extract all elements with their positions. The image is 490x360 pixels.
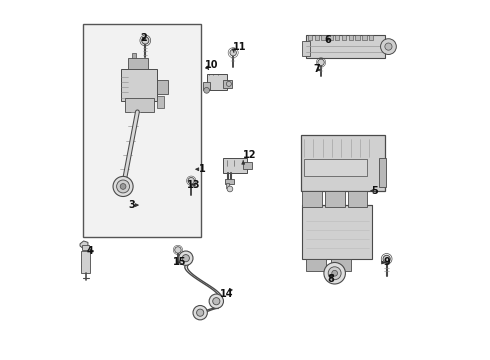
Circle shape (182, 255, 190, 262)
Bar (362, 35, 367, 40)
Circle shape (226, 81, 231, 86)
Circle shape (196, 309, 204, 316)
Circle shape (204, 87, 210, 93)
Text: 12: 12 (243, 150, 257, 160)
Bar (325, 191, 344, 207)
Bar (132, 53, 136, 58)
Polygon shape (80, 241, 88, 249)
Text: 4: 4 (87, 246, 93, 256)
Bar (300, 135, 385, 191)
Circle shape (381, 39, 396, 54)
Circle shape (213, 298, 220, 305)
Circle shape (318, 59, 324, 66)
Bar (306, 259, 326, 271)
Text: 1: 1 (199, 164, 205, 174)
Bar (128, 58, 148, 69)
Bar (302, 205, 372, 259)
Circle shape (385, 43, 392, 50)
Circle shape (193, 306, 207, 320)
Bar (347, 191, 368, 207)
Bar (342, 35, 346, 40)
Text: 11: 11 (233, 42, 246, 52)
Circle shape (113, 176, 133, 197)
Bar (369, 35, 373, 40)
Bar (302, 191, 322, 207)
Text: 8: 8 (327, 274, 334, 284)
Circle shape (188, 177, 195, 184)
Bar (304, 159, 367, 176)
Circle shape (179, 251, 193, 265)
Bar (331, 259, 351, 271)
Circle shape (209, 294, 223, 309)
Bar (223, 158, 247, 173)
Text: 2: 2 (140, 33, 147, 43)
Bar (157, 80, 168, 94)
Bar (81, 251, 90, 273)
Circle shape (117, 180, 129, 193)
Circle shape (227, 186, 233, 192)
Bar (306, 35, 385, 58)
Circle shape (332, 270, 338, 276)
Circle shape (120, 184, 126, 189)
Bar (82, 244, 89, 250)
Bar (302, 41, 310, 56)
Text: 3: 3 (128, 200, 135, 210)
Text: 5: 5 (371, 186, 378, 196)
Circle shape (175, 247, 181, 253)
Bar (335, 35, 339, 40)
Bar (203, 82, 210, 90)
Bar (379, 158, 386, 187)
Text: 6: 6 (324, 35, 331, 45)
Bar (328, 35, 333, 40)
Bar (122, 69, 157, 101)
Text: 9: 9 (384, 257, 390, 267)
Bar (207, 74, 227, 90)
Bar (157, 96, 164, 108)
Bar (225, 179, 234, 184)
Bar (308, 35, 312, 40)
Bar (83, 24, 201, 237)
Circle shape (230, 49, 236, 56)
Circle shape (324, 262, 345, 284)
Bar (349, 197, 356, 206)
Bar (310, 197, 317, 206)
Bar (349, 35, 353, 40)
Text: 7: 7 (314, 64, 320, 74)
Circle shape (142, 37, 149, 44)
Text: 15: 15 (173, 257, 187, 267)
Text: 10: 10 (205, 60, 219, 70)
Circle shape (383, 255, 390, 262)
Bar (315, 35, 319, 40)
Text: 14: 14 (220, 289, 234, 299)
Bar (355, 35, 360, 40)
Bar (223, 80, 232, 88)
Bar (226, 183, 229, 188)
Bar (329, 197, 337, 206)
Bar (125, 98, 153, 112)
Bar (243, 162, 252, 169)
Circle shape (328, 267, 341, 280)
Bar (321, 35, 326, 40)
Text: 13: 13 (187, 180, 200, 190)
